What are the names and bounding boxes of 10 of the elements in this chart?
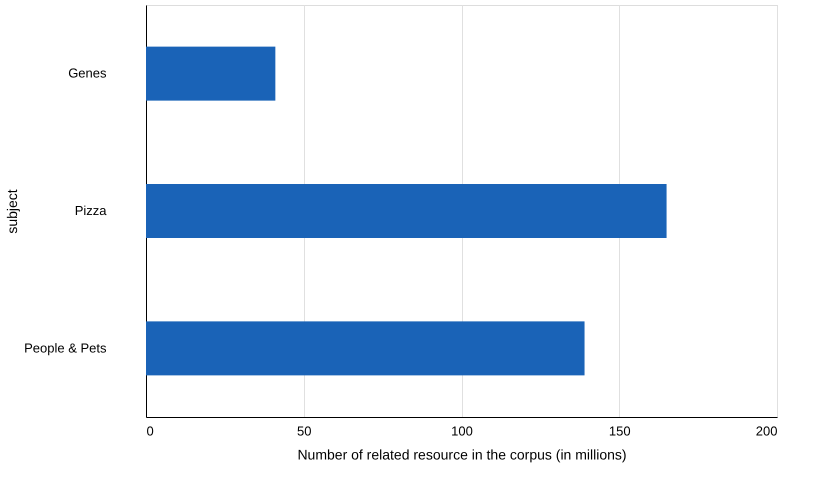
y-tick-label: Genes (68, 66, 107, 81)
y-tick-label: People & Pets (24, 340, 107, 356)
x-tick-label: 50 (297, 424, 312, 438)
y-axis-title: subject (4, 189, 20, 234)
x-tick-label: 150 (608, 424, 631, 438)
x-axis-title: Number of related resource in the corpus (in millions) (297, 446, 627, 462)
x-tick-label: 200 (756, 424, 778, 438)
y-tick-label: Pizza (74, 203, 108, 218)
x-tick-label: 100 (451, 424, 473, 438)
x-tick-label: 0 (146, 424, 154, 438)
